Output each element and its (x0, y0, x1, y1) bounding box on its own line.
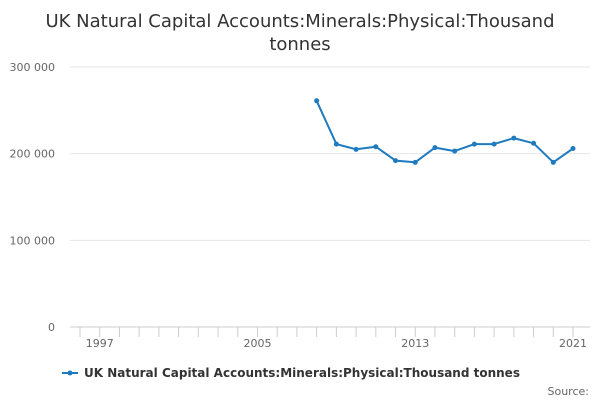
legend-label: UK Natural Capital Accounts:Minerals:Phy… (84, 366, 520, 380)
legend-point-marker (67, 370, 73, 376)
series-layer (314, 98, 576, 165)
y-tick-label: 200 000 (10, 148, 56, 161)
chart-title-line-2: tonnes (269, 34, 330, 55)
grid-lines (70, 66, 590, 328)
y-axis: 0 100 000 200 000 300 000 (10, 61, 56, 334)
data-point[interactable] (511, 135, 517, 141)
data-point[interactable] (373, 144, 379, 150)
x-tick-label: 2005 (243, 337, 271, 350)
data-point[interactable] (333, 141, 339, 147)
y-tick-label: 100 000 (10, 234, 56, 247)
series-line (315, 100, 574, 164)
y-tick-label: 0 (48, 321, 55, 334)
x-tick-label: 1997 (86, 337, 114, 350)
data-point[interactable] (531, 140, 537, 146)
data-point[interactable] (432, 145, 438, 151)
data-point[interactable] (570, 145, 576, 151)
data-point[interactable] (491, 141, 497, 147)
source-label: Source: (548, 385, 590, 398)
data-point[interactable] (452, 148, 458, 154)
data-point[interactable] (393, 158, 399, 164)
data-point[interactable] (412, 159, 418, 165)
x-tick-label: 2013 (401, 337, 429, 350)
data-point[interactable] (550, 159, 556, 165)
data-point[interactable] (314, 98, 320, 104)
data-point[interactable] (353, 146, 359, 152)
y-tick-label: 300 000 (10, 61, 56, 74)
legend[interactable]: UK Natural Capital Accounts:Minerals:Phy… (62, 366, 520, 380)
x-tick-label: 2021 (559, 337, 587, 350)
data-point[interactable] (471, 141, 477, 147)
chart-title-line-1: UK Natural Capital Accounts:Minerals:Phy… (45, 11, 554, 32)
x-axis: 1997 2005 2013 2021 (70, 326, 590, 350)
